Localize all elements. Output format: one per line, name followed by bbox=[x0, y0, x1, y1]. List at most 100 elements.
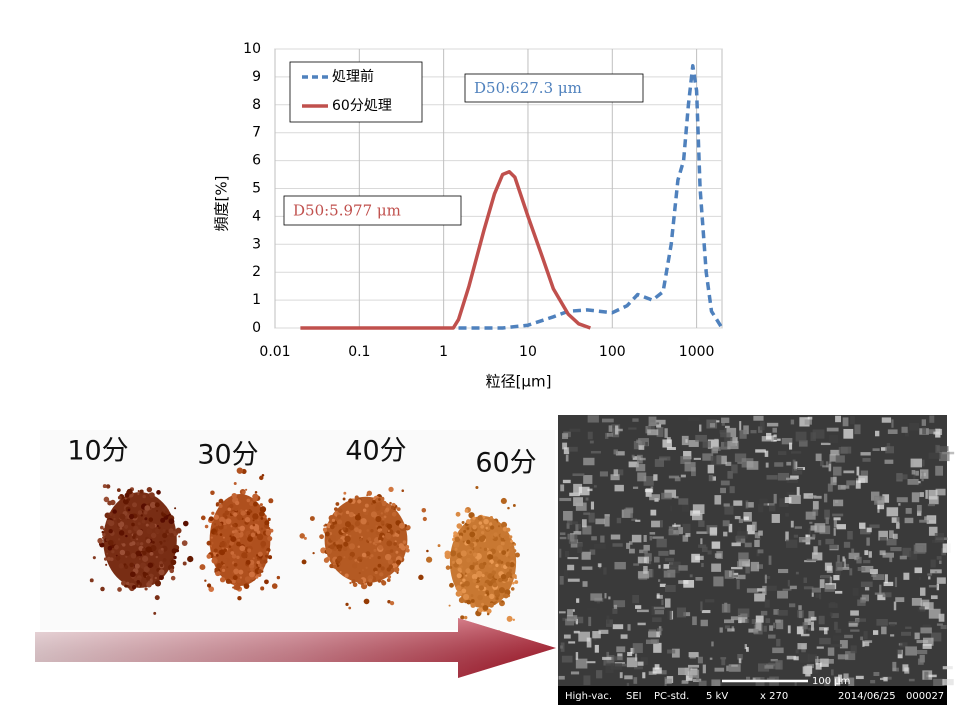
sem-speck bbox=[831, 613, 839, 618]
grain bbox=[231, 571, 234, 574]
grain bbox=[405, 545, 410, 549]
grain bbox=[472, 516, 476, 520]
sem-speck bbox=[600, 535, 605, 543]
sem-speck bbox=[613, 449, 618, 455]
sem-speck bbox=[936, 577, 946, 584]
annotation: D50:5.977 μm bbox=[293, 202, 401, 220]
sem-speck bbox=[773, 438, 781, 441]
grain bbox=[142, 494, 146, 499]
sem-speck bbox=[628, 548, 635, 554]
grain bbox=[388, 486, 394, 493]
sem-speck bbox=[734, 453, 747, 463]
sem-speck bbox=[786, 655, 796, 660]
grain bbox=[476, 570, 483, 578]
sem-speck bbox=[916, 504, 922, 513]
sem-speck bbox=[798, 610, 803, 619]
sem-speck bbox=[652, 536, 664, 539]
sem-speck bbox=[664, 428, 668, 438]
grain bbox=[250, 567, 254, 572]
grain bbox=[259, 475, 264, 481]
grain bbox=[406, 525, 410, 530]
grain bbox=[469, 572, 473, 576]
sem-speck bbox=[773, 437, 778, 441]
sem-speck bbox=[734, 536, 741, 542]
grain bbox=[498, 550, 501, 553]
grain bbox=[497, 525, 501, 528]
sem-speck bbox=[672, 524, 681, 527]
grain bbox=[336, 555, 343, 562]
grain bbox=[156, 490, 161, 495]
grain bbox=[92, 556, 96, 560]
grain bbox=[260, 527, 264, 531]
sem-speck bbox=[583, 475, 593, 484]
grain bbox=[449, 582, 454, 588]
sem-speck bbox=[698, 520, 705, 527]
grain bbox=[173, 555, 177, 560]
grain bbox=[370, 511, 377, 518]
grain bbox=[354, 527, 359, 533]
sem-speck bbox=[812, 501, 819, 510]
sem-speck bbox=[919, 492, 924, 497]
grain bbox=[514, 552, 520, 558]
sem-speck bbox=[758, 663, 770, 672]
sem-speck bbox=[626, 657, 638, 668]
sem-speck bbox=[696, 531, 708, 534]
grain bbox=[336, 543, 343, 550]
sem-speck bbox=[724, 570, 735, 579]
sem-speck bbox=[860, 470, 869, 476]
grain bbox=[374, 543, 377, 546]
sem-speck bbox=[653, 606, 665, 610]
sem-speck bbox=[683, 579, 695, 588]
sem-speck bbox=[806, 669, 819, 674]
grain bbox=[117, 495, 122, 500]
sem-speck bbox=[929, 496, 939, 505]
sem-speck bbox=[896, 649, 902, 655]
sem-speck bbox=[738, 552, 749, 562]
grain bbox=[461, 588, 467, 594]
grain bbox=[359, 559, 363, 563]
grain bbox=[377, 555, 381, 560]
sem-speck bbox=[757, 536, 761, 541]
grain bbox=[379, 572, 384, 577]
grain bbox=[211, 557, 218, 564]
grain bbox=[480, 530, 485, 535]
grain bbox=[219, 533, 223, 536]
sem-speck bbox=[649, 532, 656, 535]
sem-speck bbox=[612, 608, 618, 614]
sem-speck bbox=[588, 616, 592, 627]
sem-speck bbox=[916, 482, 923, 487]
sem-speck bbox=[649, 494, 660, 501]
sem-speck bbox=[811, 587, 821, 593]
y-tick-label: 7 bbox=[252, 125, 261, 141]
sem-speck bbox=[793, 534, 798, 538]
grain bbox=[387, 530, 390, 533]
sem-speck bbox=[881, 417, 892, 423]
grain bbox=[243, 583, 250, 589]
sem-speck bbox=[693, 457, 701, 460]
grain bbox=[245, 509, 248, 512]
sem-speck bbox=[754, 593, 766, 602]
sem-speck bbox=[712, 476, 717, 481]
grain bbox=[131, 585, 137, 590]
sem-speck bbox=[681, 435, 689, 446]
sem-speck bbox=[835, 415, 842, 423]
sem-speck bbox=[628, 427, 637, 430]
scale-label: 100 μm bbox=[812, 676, 850, 687]
sem-speck bbox=[698, 544, 707, 548]
sem-speck bbox=[937, 446, 949, 452]
grain bbox=[161, 505, 168, 512]
grain bbox=[500, 532, 506, 539]
grain bbox=[303, 536, 307, 540]
sem-speck bbox=[879, 537, 887, 541]
x-tick-label: 0.1 bbox=[348, 344, 370, 360]
grain bbox=[478, 585, 485, 591]
grain bbox=[127, 585, 131, 589]
grain bbox=[248, 509, 252, 513]
photos: 10分 30分 40分 60分 bbox=[40, 430, 555, 635]
sem-speck bbox=[920, 587, 926, 596]
sem-speck bbox=[744, 542, 752, 548]
sem-speck bbox=[758, 504, 764, 513]
sem-speck bbox=[578, 486, 590, 496]
sem-speck bbox=[605, 663, 614, 674]
sem-speck bbox=[848, 623, 858, 627]
